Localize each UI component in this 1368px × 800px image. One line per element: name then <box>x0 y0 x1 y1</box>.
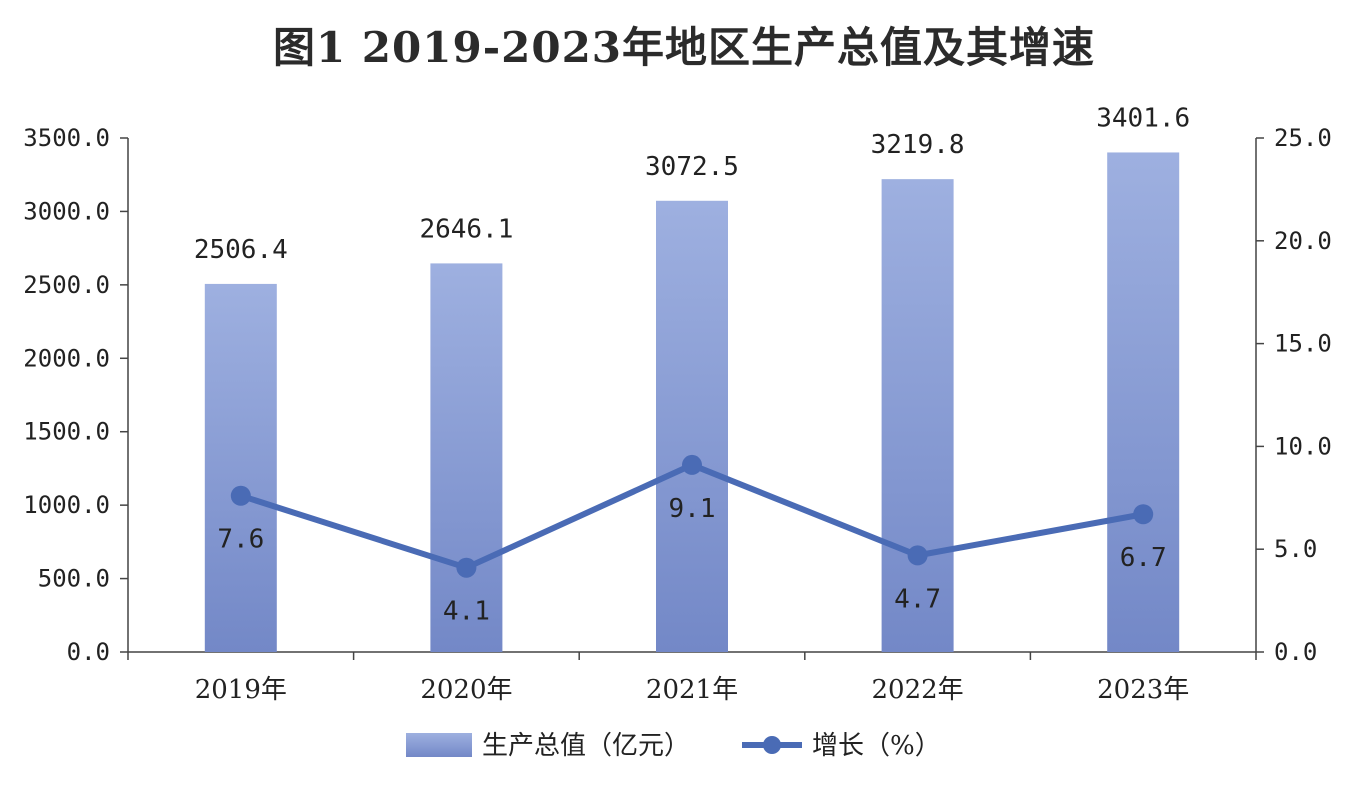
legend-bar-label: 生产总值（亿元） <box>482 731 690 761</box>
gdp-bar <box>656 200 728 652</box>
right-tick-label: 10.0 <box>1274 432 1332 460</box>
legend-bar-swatch <box>406 733 472 757</box>
gdp-bar <box>430 263 503 652</box>
left-tick-label: 3000.0 <box>23 197 110 225</box>
left-tick-label: 2500.0 <box>23 271 110 299</box>
left-tick-label: 1000.0 <box>23 491 110 519</box>
left-tick-label: 2000.0 <box>23 344 110 372</box>
growth-rate-point <box>456 557 477 578</box>
x-category-label: 2019年 <box>195 675 287 705</box>
x-category-label: 2022年 <box>872 675 964 705</box>
gdp-bar-value-label: 3219.8 <box>871 130 965 160</box>
x-category-label: 2021年 <box>646 675 738 705</box>
gdp-bar <box>1107 152 1180 652</box>
growth-rate-value-label: 7.6 <box>217 525 264 555</box>
left-tick-label: 3500.0 <box>23 124 110 152</box>
left-tick-label: 1500.0 <box>23 418 110 446</box>
right-tick-label: 25.0 <box>1274 124 1332 152</box>
gdp-bar-value-label: 3072.5 <box>645 152 739 182</box>
growth-rate-value-label: 4.1 <box>443 597 490 627</box>
left-tick-label: 0.0 <box>67 638 110 666</box>
right-tick-label: 15.0 <box>1274 330 1332 358</box>
gdp-bar-value-label: 3401.6 <box>1096 103 1190 133</box>
chart-title: 图1 2019-2023年地区生产总值及其增速 <box>272 23 1096 72</box>
growth-rate-point <box>230 485 251 506</box>
left-tick-label: 500.0 <box>38 565 110 593</box>
legend-line-label: 增长（%） <box>812 731 941 761</box>
x-category-label: 2020年 <box>420 675 512 705</box>
right-tick-label: 5.0 <box>1274 535 1317 563</box>
growth-rate-point <box>907 545 928 566</box>
gdp-bar-value-label: 2506.4 <box>194 235 288 265</box>
growth-rate-value-label: 6.7 <box>1120 543 1167 573</box>
gdp-bar-value-label: 2646.1 <box>419 214 513 244</box>
growth-rate-point <box>1133 504 1154 525</box>
right-tick-label: 0.0 <box>1274 638 1317 666</box>
growth-rate-point <box>682 454 702 475</box>
growth-rate-value-label: 9.1 <box>669 494 716 524</box>
growth-rate-value-label: 4.7 <box>894 584 941 614</box>
legend-line-marker <box>763 736 781 754</box>
gdp-bar <box>881 179 954 653</box>
right-tick-label: 20.0 <box>1274 227 1332 255</box>
x-category-label: 2023年 <box>1097 675 1189 705</box>
gdp-bar <box>204 283 277 652</box>
